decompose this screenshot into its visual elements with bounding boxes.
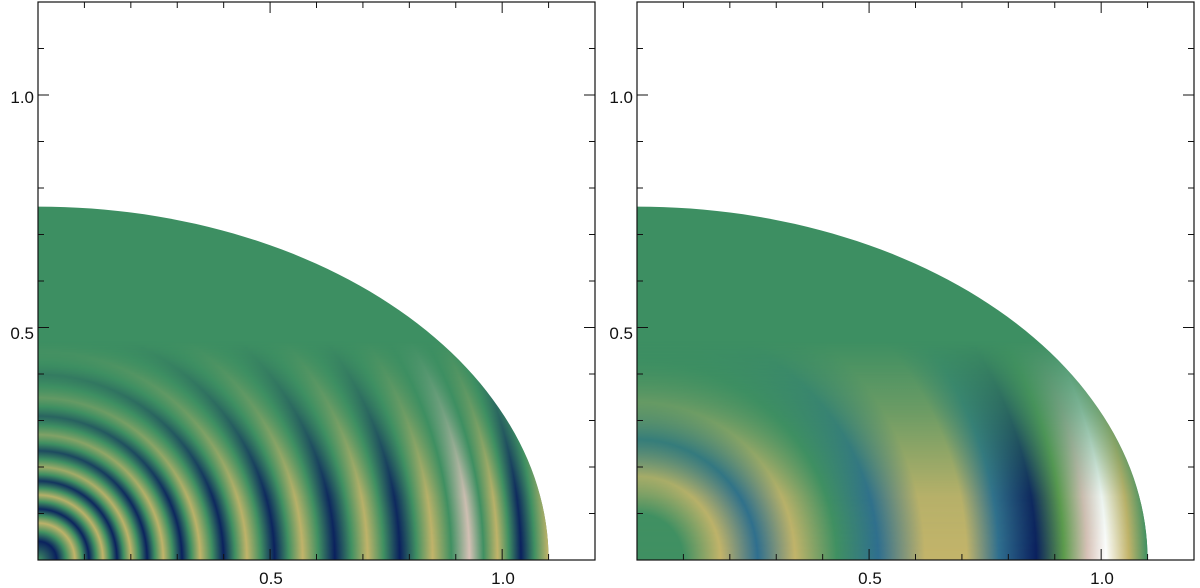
left-y-tick-label: 1.0 — [10, 88, 34, 107]
right-y-tick-label: 0.5 — [609, 324, 633, 343]
right-x-tick-label: 1.0 — [1090, 569, 1114, 588]
left-heatmap — [38, 206, 549, 560]
right-x-tick-label: 0.5 — [858, 569, 882, 588]
left-panel: 0.5 1.0 0.5 1.0 — [10, 1, 596, 588]
heatmap-fringes — [38, 206, 549, 560]
left-ticks — [38, 2, 595, 560]
heatmap-fringes — [637, 206, 1148, 560]
right-y-tick-label: 1.0 — [609, 88, 633, 107]
right-panel: 0.5 1.0 0.5 1.0 — [609, 1, 1195, 588]
left-x-tick-label: 0.5 — [259, 569, 283, 588]
right-heatmap — [637, 206, 1148, 560]
right-ticks — [637, 2, 1194, 560]
left-y-tick-label: 0.5 — [10, 324, 34, 343]
left-x-tick-label: 1.0 — [491, 569, 515, 588]
